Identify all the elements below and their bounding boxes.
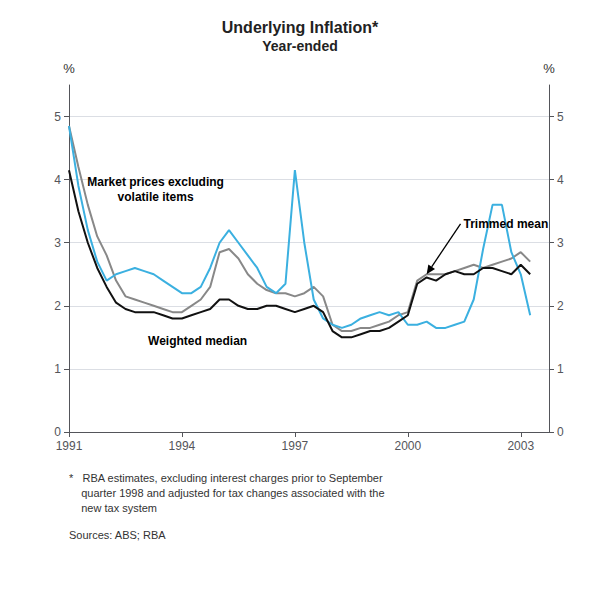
svg-text:1997: 1997 (282, 439, 309, 453)
svg-text:quarter 1998 and adjusted for: quarter 1998 and adjusted for tax change… (69, 487, 385, 499)
svg-text:0: 0 (557, 425, 564, 439)
svg-text:%: % (63, 61, 75, 76)
svg-text:3: 3 (557, 236, 564, 250)
svg-text:* RBA estimates, excluding i: * RBA estimates, excluding interest char… (69, 472, 383, 484)
svg-text:Sources: ABS; RBA: Sources: ABS; RBA (69, 529, 166, 541)
svg-text:4: 4 (54, 173, 61, 187)
svg-text:new tax system: new tax system (69, 502, 157, 514)
svg-text:5: 5 (54, 110, 61, 124)
svg-text:2: 2 (557, 299, 564, 313)
svg-text:3: 3 (54, 236, 61, 250)
svg-text:Year-ended: Year-ended (262, 38, 337, 54)
svg-text:2003: 2003 (507, 439, 534, 453)
svg-text:Trimmed mean: Trimmed mean (464, 217, 549, 231)
svg-text:Weighted median: Weighted median (148, 334, 247, 348)
svg-text:1: 1 (54, 362, 61, 376)
svg-text:Underlying Inflation*: Underlying Inflation* (222, 19, 379, 36)
svg-text:%: % (543, 61, 555, 76)
svg-text:2000: 2000 (394, 439, 421, 453)
svg-text:2: 2 (54, 299, 61, 313)
svg-text:1991: 1991 (56, 439, 83, 453)
svg-text:1: 1 (557, 362, 564, 376)
svg-text:0: 0 (54, 425, 61, 439)
svg-text:5: 5 (557, 110, 564, 124)
svg-text:volatile items: volatile items (118, 190, 194, 204)
svg-text:Market prices excluding: Market prices excluding (87, 175, 224, 189)
svg-text:1994: 1994 (169, 439, 196, 453)
svg-text:4: 4 (557, 173, 564, 187)
